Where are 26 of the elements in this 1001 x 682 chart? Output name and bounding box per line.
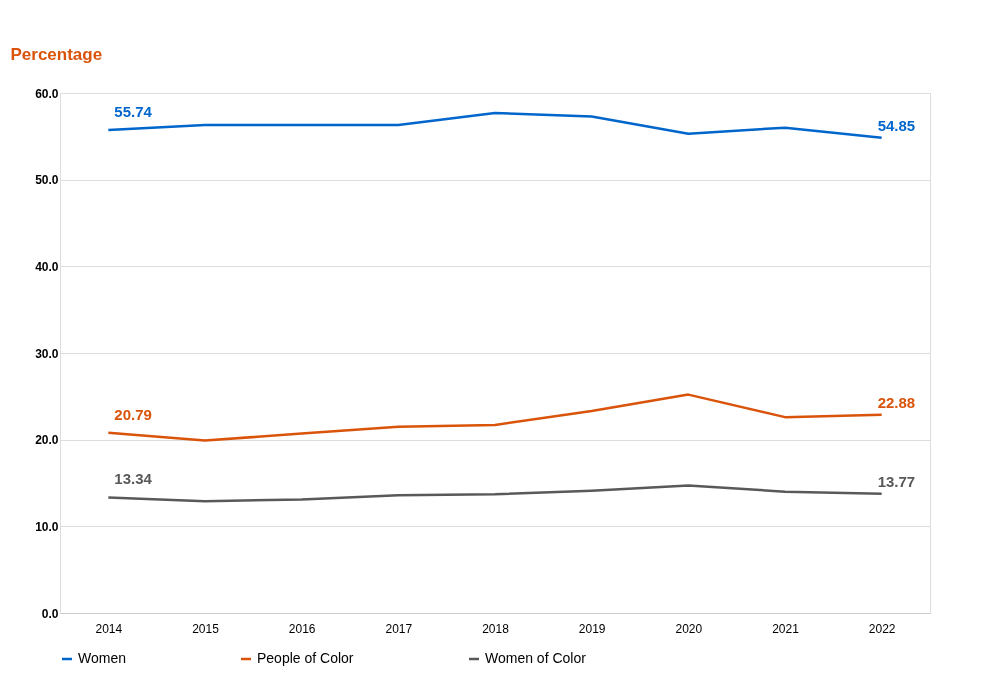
y-tick-label: 20.0 xyxy=(35,433,59,448)
x-tick-label: 2017 xyxy=(385,621,413,636)
legend-label: People of Color xyxy=(257,650,354,666)
x-tick-label: 2019 xyxy=(578,621,606,636)
data-label: 54.85 xyxy=(877,116,916,134)
data-label: 13.77 xyxy=(877,472,916,490)
x-tick-label: 2020 xyxy=(675,621,703,636)
legend-label: Women xyxy=(78,650,126,666)
x-tick-label: 2021 xyxy=(772,621,800,636)
data-label: 13.34 xyxy=(114,470,153,488)
y-tick-label: 50.0 xyxy=(35,173,59,188)
y-tick-label: 30.0 xyxy=(35,346,59,361)
data-label: 55.74 xyxy=(114,102,153,120)
data-label: 22.88 xyxy=(877,393,916,411)
y-tick-label: 0.0 xyxy=(41,606,59,621)
y-tick-label: 10.0 xyxy=(35,519,59,534)
x-tick-label: 2016 xyxy=(288,621,316,636)
legend-label: Women of Color xyxy=(485,650,587,666)
x-tick-label: 2015 xyxy=(192,621,220,636)
y-tick-label: 60.0 xyxy=(35,86,59,101)
y-axis-title: Percentage xyxy=(10,44,103,64)
x-tick-label: 2022 xyxy=(868,621,896,636)
x-tick-label: 2018 xyxy=(482,621,510,636)
x-tick-label: 2014 xyxy=(95,621,123,636)
data-label: 20.79 xyxy=(114,405,152,423)
y-tick-label: 40.0 xyxy=(35,259,59,274)
